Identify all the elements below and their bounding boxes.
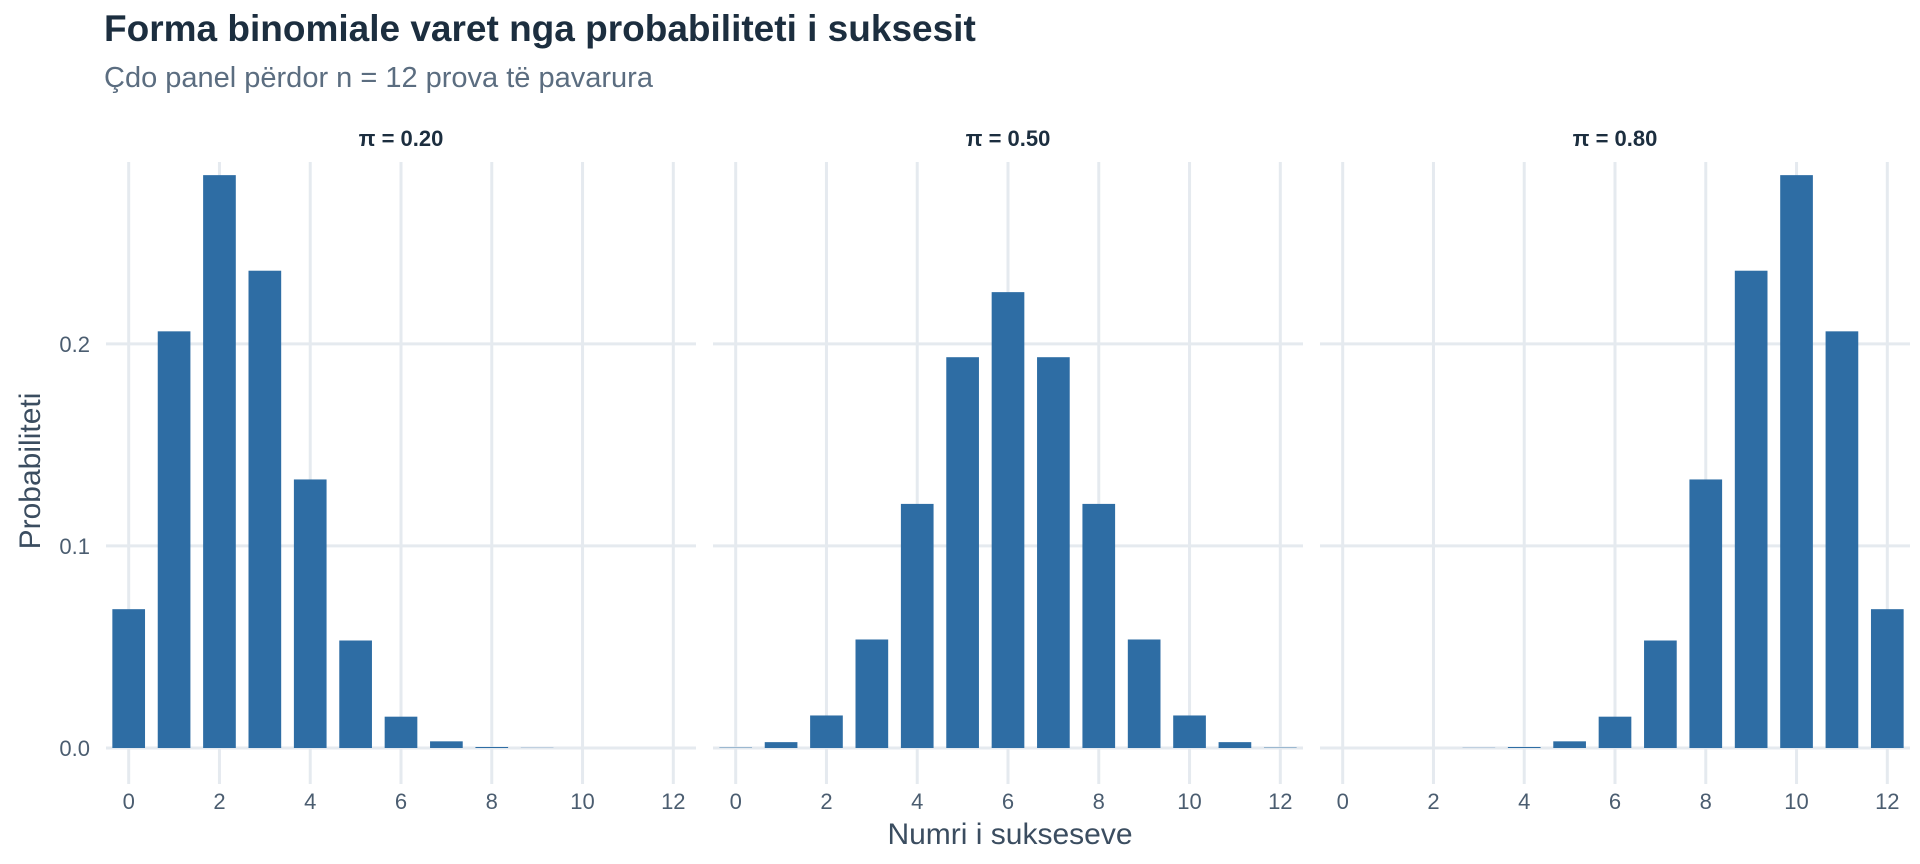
panel-3: 0 2 4 6 8 10 12 π = 0.80 bbox=[1320, 126, 1910, 814]
bar bbox=[855, 639, 889, 748]
x-tick-label: 0 bbox=[730, 789, 742, 814]
x-tick-label: 2 bbox=[1427, 789, 1439, 814]
bar bbox=[1127, 639, 1161, 748]
x-tick-label: 8 bbox=[486, 789, 498, 814]
y-axis-title: Probabiliteti bbox=[14, 393, 47, 550]
x-tick-label: 10 bbox=[1784, 789, 1808, 814]
x-tick-label: 2 bbox=[213, 789, 225, 814]
panel-2: 0 2 4 6 8 10 12 π = 0.50 bbox=[713, 126, 1303, 814]
x-axis-title: Numri i sukseseve bbox=[887, 818, 1132, 851]
x-tick-label: 2 bbox=[820, 789, 832, 814]
panel-1: 0 2 4 6 8 10 12 π = 0.20 bbox=[106, 126, 696, 814]
bar bbox=[475, 746, 509, 748]
bar bbox=[1218, 742, 1252, 748]
x-tick-label: 4 bbox=[304, 789, 316, 814]
x-tick-label: 12 bbox=[1875, 789, 1899, 814]
panels-layer: 0 2 4 6 8 10 12 π = 0.20 0 2 4 6 8 10 12 π = 0.50 0 2 4 6 8 1… bbox=[106, 126, 1910, 814]
bar bbox=[293, 479, 327, 748]
bar bbox=[1553, 741, 1586, 748]
x-tick-label: 6 bbox=[395, 789, 407, 814]
bar bbox=[991, 292, 1025, 748]
x-tick-label: 0 bbox=[123, 789, 135, 814]
bar bbox=[1037, 357, 1070, 748]
x-tick-label: 12 bbox=[1268, 789, 1292, 814]
bar bbox=[384, 716, 418, 748]
bar bbox=[1870, 609, 1904, 748]
chart-title: Forma binomiale varet nga probabiliteti … bbox=[104, 8, 976, 49]
x-tick-label: 8 bbox=[1093, 789, 1105, 814]
x-tick-label: 10 bbox=[570, 789, 594, 814]
bar bbox=[112, 609, 146, 748]
bar bbox=[157, 331, 191, 748]
panel-label: π = 0.80 bbox=[1573, 126, 1658, 151]
bar bbox=[339, 640, 372, 748]
x-tick-label: 0 bbox=[1337, 789, 1349, 814]
bar bbox=[900, 503, 934, 748]
x-tick-label: 6 bbox=[1609, 789, 1621, 814]
bar bbox=[810, 715, 843, 748]
x-tick-label: 8 bbox=[1700, 789, 1712, 814]
chart-subtitle: Çdo panel përdor n = 12 prova të pavarur… bbox=[104, 62, 653, 94]
bar bbox=[430, 741, 463, 748]
bar bbox=[764, 742, 798, 748]
bar bbox=[1082, 503, 1116, 748]
x-tick-label: 6 bbox=[1002, 789, 1014, 814]
bar bbox=[1825, 331, 1859, 748]
bar bbox=[946, 357, 979, 748]
x-tick-label: 4 bbox=[911, 789, 923, 814]
bar bbox=[1507, 746, 1541, 748]
y-tick-label: 0.0 bbox=[59, 736, 90, 761]
bar bbox=[1780, 175, 1813, 749]
y-tick-label: 0.1 bbox=[59, 534, 90, 559]
x-tick-label: 12 bbox=[661, 789, 685, 814]
y-tick-label: 0.2 bbox=[59, 332, 90, 357]
y-axis: 0.0 0.1 0.2 bbox=[59, 332, 90, 761]
bar bbox=[1734, 270, 1768, 748]
bar bbox=[248, 270, 282, 748]
panel-label: π = 0.20 bbox=[359, 126, 444, 151]
bar bbox=[1689, 479, 1723, 748]
x-tick-label: 10 bbox=[1177, 789, 1201, 814]
panel-label: π = 0.50 bbox=[966, 126, 1051, 151]
bar bbox=[1644, 640, 1677, 748]
bar bbox=[1598, 716, 1632, 748]
bar bbox=[203, 175, 236, 749]
x-tick-label: 4 bbox=[1518, 789, 1530, 814]
bar bbox=[1173, 715, 1206, 748]
